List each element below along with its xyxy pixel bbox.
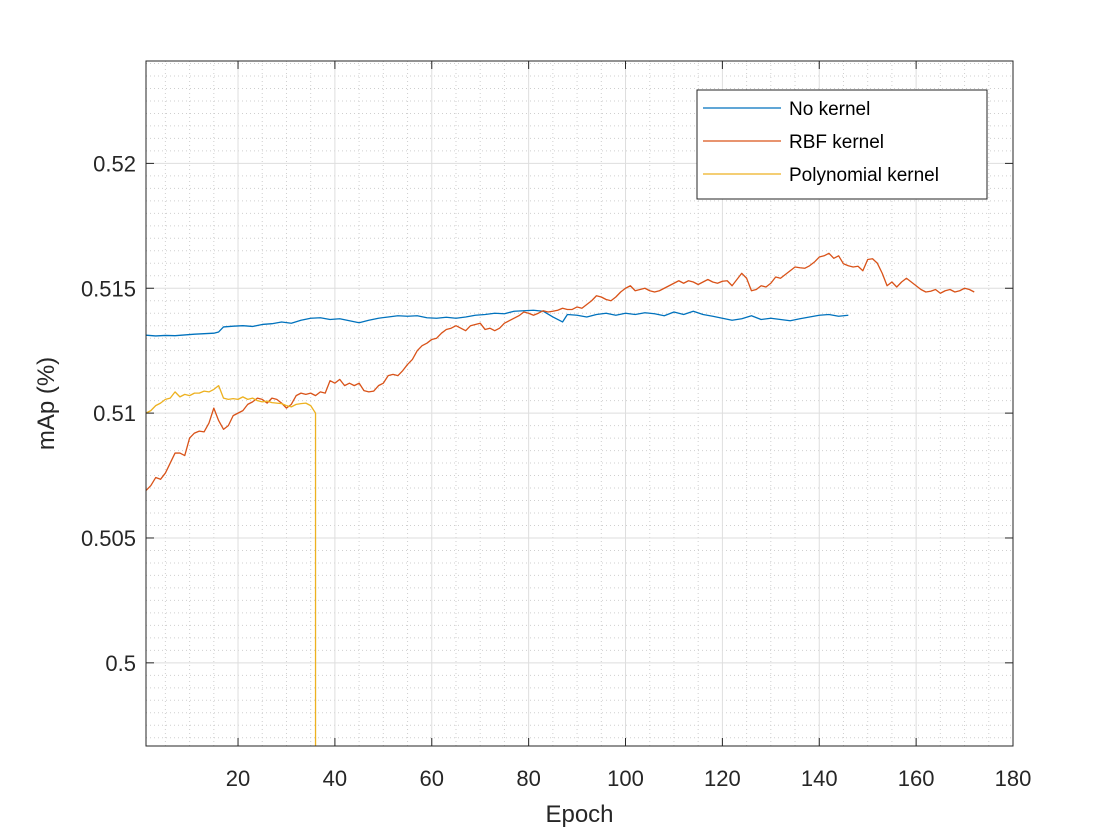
series-line-rbf-kernel: [145, 252, 975, 491]
x-tick-label: 20: [226, 766, 250, 791]
x-tick-label: 140: [801, 766, 838, 791]
legend-entry-label: RBF kernel: [789, 132, 884, 153]
y-tick-label: 0.515: [81, 276, 136, 301]
y-axis-label: mAp (%): [33, 357, 60, 450]
legend-entry-label: Polynomial kernel: [789, 165, 939, 186]
y-tick-label: 0.5: [105, 651, 136, 676]
x-tick-label: 120: [704, 766, 741, 791]
x-axis-ticks: 20 40 60 80 100 120 140 160 180: [226, 61, 1032, 791]
series-lines: [145, 252, 975, 746]
series-line-no-kernel: [145, 309, 849, 337]
x-tick-label: 180: [995, 766, 1032, 791]
x-tick-label: 80: [516, 766, 540, 791]
minor-grid: [146, 61, 1013, 746]
plot-frame: [145, 60, 1014, 747]
x-tick-label: 60: [420, 766, 444, 791]
series-line-polynomial-kernel: [145, 384, 317, 746]
x-axis-label: Epoch: [545, 801, 613, 828]
y-tick-label: 0.51: [93, 401, 136, 426]
x-tick-label: 100: [607, 766, 644, 791]
y-axis-ticks: 0.5 0.505 0.51 0.515 0.52: [81, 151, 1013, 676]
x-tick-label: 40: [323, 766, 347, 791]
x-tick-label: 160: [898, 766, 935, 791]
major-grid: [146, 61, 1013, 746]
legend: No kernel RBF kernel Polynomial kernel: [696, 89, 988, 200]
legend-entry-label: No kernel: [789, 99, 870, 120]
y-tick-label: 0.505: [81, 526, 136, 551]
y-tick-label: 0.52: [93, 151, 136, 176]
